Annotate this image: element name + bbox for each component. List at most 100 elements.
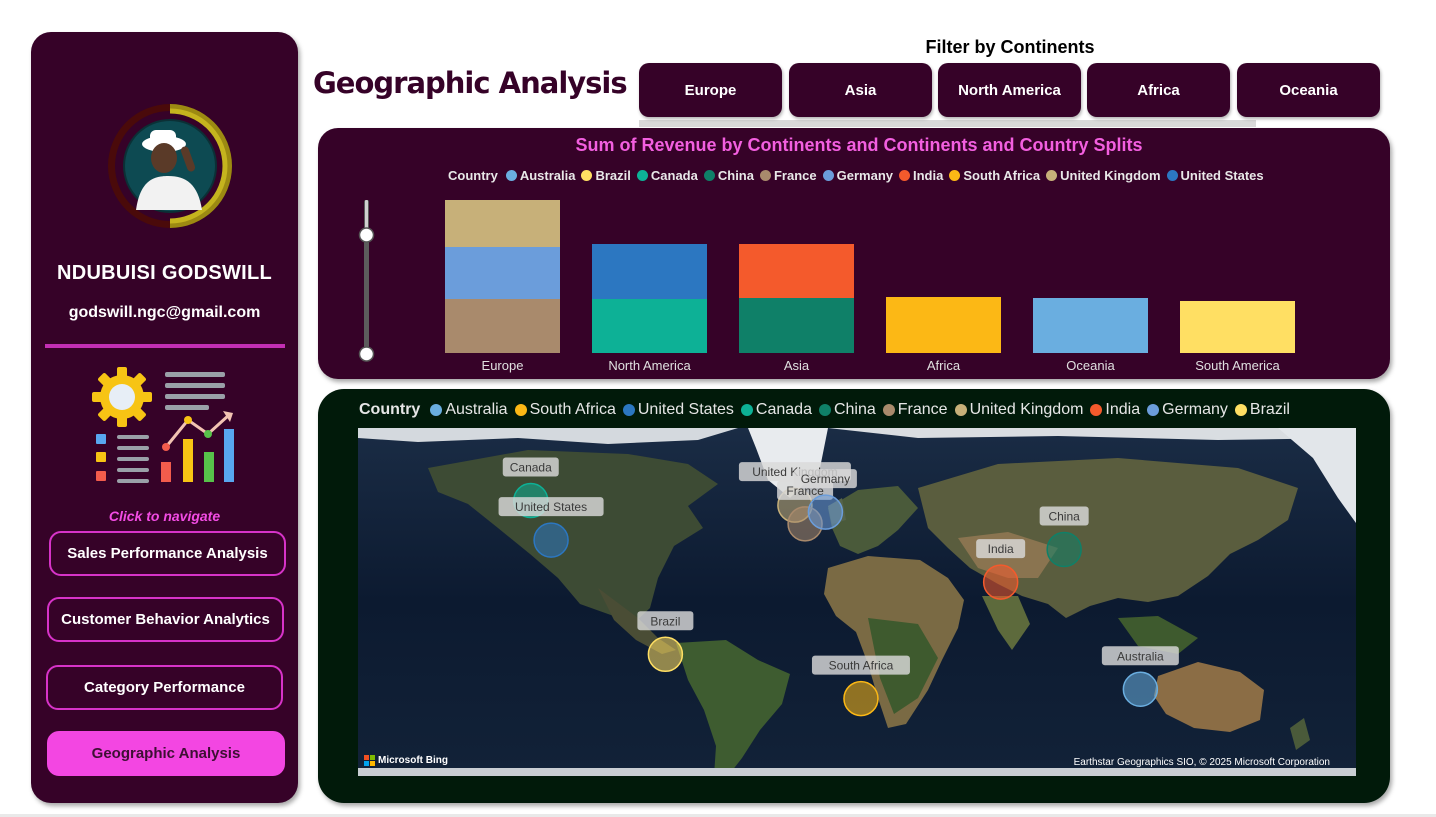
nav-customer-behavior-button[interactable]: Customer Behavior Analytics [47, 597, 284, 642]
bar-segment[interactable] [445, 247, 560, 299]
legend-dot-icon [949, 170, 961, 181]
bar-segment[interactable] [739, 298, 854, 353]
chart-title: Sum of Revenue by Continents and Contine… [575, 135, 1143, 155]
chart-legend-item[interactable]: China [703, 168, 754, 183]
map-bubble-circle[interactable] [843, 680, 879, 717]
map-bubble-circle[interactable] [982, 564, 1019, 600]
chart-legend: Country Australia Brazil Canada China France… [448, 168, 1270, 183]
map-bubble-circle[interactable] [533, 522, 569, 558]
map-panel: Country Australia South Africa United Stat… [318, 389, 1390, 803]
map-bubble-circle[interactable] [1122, 671, 1159, 707]
legend-dot-icon [759, 170, 771, 181]
chart-legend-label: Canada [650, 168, 698, 183]
chart-legend-label: Brazil [595, 168, 631, 183]
map-bubble[interactable]: South Africa [811, 655, 910, 717]
zoom-slider-top-handle[interactable] [358, 227, 375, 243]
chart-legend-item[interactable]: France [759, 168, 817, 183]
filter-europe-button[interactable]: Europe [639, 63, 782, 117]
map-bubble[interactable]: Germany [793, 469, 857, 530]
filter-africa-button[interactable]: Africa [1087, 63, 1230, 117]
map-legend-item[interactable]: United Kingdom [954, 401, 1083, 419]
map-bubble-label: South Africa [829, 659, 894, 673]
map-bubble[interactable]: Australia [1101, 646, 1179, 707]
sidebar-divider [45, 344, 285, 348]
x-axis-tick-label: Africa [927, 358, 961, 373]
map-bubble-label: Australia [1117, 649, 1164, 663]
map-legend-item[interactable]: South Africa [514, 401, 616, 419]
map-legend-item[interactable]: India [1090, 401, 1140, 419]
map-legend-label: Canada [755, 401, 812, 418]
map-bubble-label-bg [1039, 506, 1089, 526]
legend-dot-icon [899, 170, 910, 181]
map-bubble[interactable]: India [976, 539, 1026, 600]
bar-segment[interactable] [886, 297, 1001, 353]
bar-segment[interactable] [445, 299, 560, 353]
gear-icon [92, 367, 152, 427]
map-legend-label: India [1105, 401, 1141, 418]
user-email: godswill.ngc@gmail.com [68, 304, 261, 321]
map-bubble[interactable]: United States [498, 497, 604, 558]
zoom-slider-bottom-handle[interactable] [358, 346, 375, 362]
chart-legend-item[interactable]: Australia [505, 168, 575, 183]
map-bubble-label: India [988, 542, 1014, 556]
chart-legend-item[interactable]: United Kingdom [1046, 168, 1161, 183]
bar-segment[interactable] [592, 244, 707, 299]
map-bubble-label: Canada [510, 461, 552, 475]
legend-dot-icon [505, 170, 517, 181]
legend-dot-icon [1090, 404, 1103, 416]
filter-oceania-button[interactable]: Oceania [1237, 63, 1380, 117]
chart-legend-title: Country [448, 168, 498, 183]
analytics-illustration [91, 367, 241, 492]
microsoft-bing-logo: Microsoft Bing [364, 755, 448, 766]
map-legend-item[interactable]: Canada [740, 401, 812, 419]
map-bubble-label-bg [498, 497, 604, 517]
map-bubble-label: United States [515, 500, 587, 514]
chart-legend-item[interactable]: India [899, 168, 943, 183]
chart-legend-item[interactable]: Brazil [581, 168, 631, 183]
chart-legend-item[interactable]: South Africa [949, 168, 1040, 183]
map-bubble-circle[interactable] [647, 636, 684, 673]
chart-legend-item[interactable]: Germany [822, 168, 893, 183]
page-bottom-border [0, 814, 1436, 817]
zoom-slider[interactable] [358, 200, 375, 362]
bar-segment[interactable] [445, 200, 560, 247]
x-axis-tick-label: North America [608, 358, 691, 373]
filter-title: Filter by Continents [925, 37, 1095, 57]
map-legend-item[interactable]: Brazil [1234, 401, 1290, 419]
nav-sales-performance-button[interactable]: Sales Performance Analysis [49, 531, 286, 576]
map-bubble-circle[interactable] [807, 494, 844, 530]
bar-segment[interactable] [592, 299, 707, 353]
stacked-bar-chart: Europe North America Asia Africa Oceania Sout… [358, 200, 1295, 373]
x-axis-tick-label: Europe [482, 358, 524, 373]
map-legend-title: Country [359, 401, 421, 418]
map-legend-item[interactable]: United States [622, 401, 734, 419]
nav-geographic-analysis-button[interactable]: Geographic Analysis [47, 731, 285, 776]
map-legend-item[interactable]: Germany [1147, 401, 1228, 419]
legend-dot-icon [622, 404, 635, 416]
filter-north-america-button[interactable]: North America [938, 63, 1081, 117]
bar-segment[interactable] [1033, 298, 1148, 353]
filter-asia-button[interactable]: Asia [789, 63, 932, 117]
nav-category-performance-button[interactable]: Category Performance [46, 665, 283, 710]
map-legend-item[interactable]: France [882, 401, 948, 419]
chart-legend-item[interactable]: Canada [636, 168, 698, 183]
bar-segment[interactable] [739, 244, 854, 298]
bing-logo-text: Microsoft Bing [378, 755, 448, 766]
microsoft-logo-icon [364, 755, 375, 766]
legend-dot-icon [581, 170, 593, 181]
bar-segment[interactable] [1180, 301, 1295, 353]
map-bubble-circle[interactable] [1046, 531, 1082, 568]
map-bubble[interactable]: China [1039, 506, 1089, 568]
map-legend-label: Germany [1162, 401, 1228, 418]
x-axis-tick-label: Oceania [1066, 358, 1115, 373]
map-legend-label: Brazil [1249, 401, 1290, 418]
nav-hint: Click to navigate [108, 508, 221, 524]
map-legend-item[interactable]: Australia [430, 401, 508, 419]
map-bubble[interactable]: Brazil [637, 611, 694, 673]
map-legend-item[interactable]: China [818, 401, 876, 419]
sidebar: NDUBUISI GODSWILL godswill.ngc@gmail.com [31, 32, 298, 803]
map-attribution: Earthstar Geographics SIO, © 2025 Micros… [1073, 757, 1330, 768]
chart-legend-item[interactable]: United States [1166, 168, 1264, 183]
